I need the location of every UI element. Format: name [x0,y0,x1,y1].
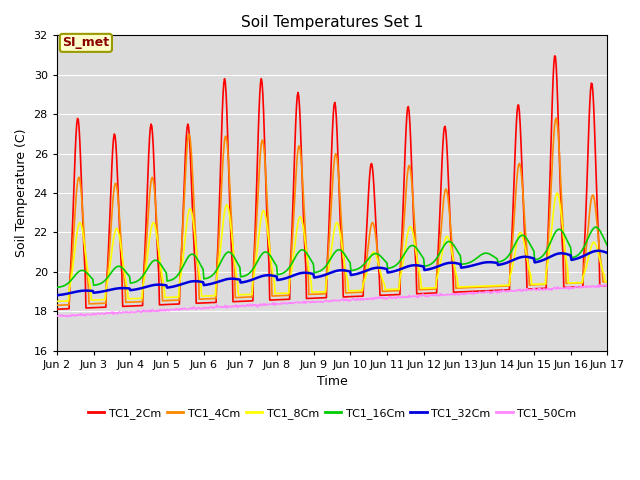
Y-axis label: Soil Temperature (C): Soil Temperature (C) [15,129,28,257]
X-axis label: Time: Time [317,375,348,388]
Legend: TC1_2Cm, TC1_4Cm, TC1_8Cm, TC1_16Cm, TC1_32Cm, TC1_50Cm: TC1_2Cm, TC1_4Cm, TC1_8Cm, TC1_16Cm, TC1… [83,404,581,423]
Title: Soil Temperatures Set 1: Soil Temperatures Set 1 [241,15,423,30]
Text: SI_met: SI_met [62,36,109,49]
